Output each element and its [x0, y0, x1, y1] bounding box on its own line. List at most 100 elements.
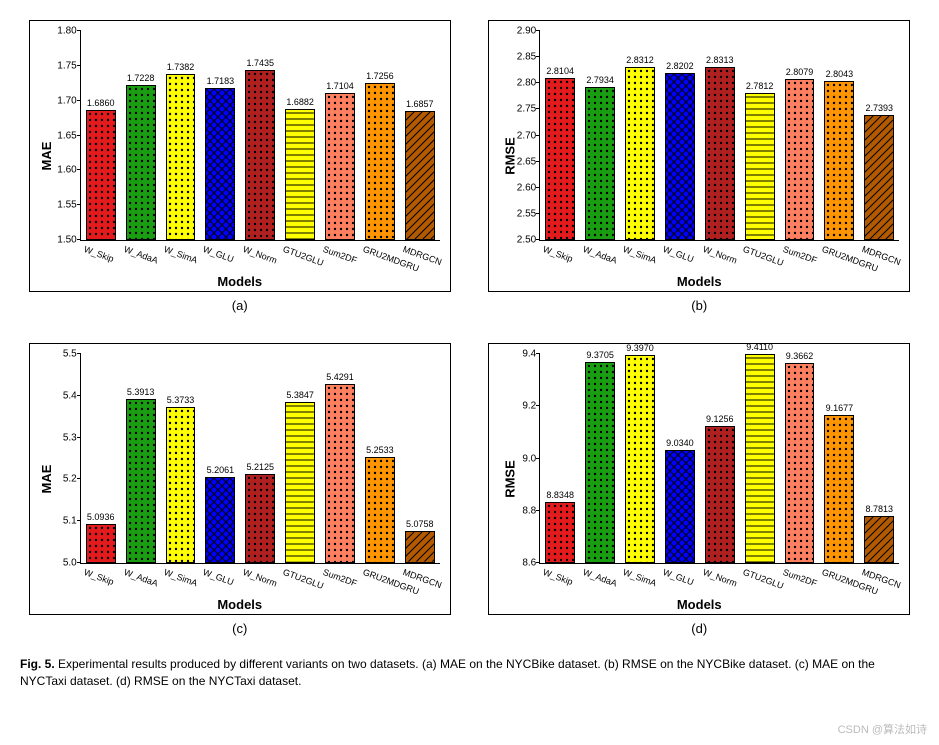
x-axis-label: Models [217, 597, 262, 612]
y-tick: 1.80 [57, 26, 80, 37]
bar [126, 399, 156, 563]
y-tick: 2.60 [517, 182, 540, 193]
chart-box: MAEModels1.501.551.601.651.701.751.801.6… [29, 20, 451, 292]
chart-panel-d: RMSE Models 8.68.89.09.29.48.8348W_Skip9.3… [480, 343, 920, 636]
bar [325, 93, 355, 240]
chart-box: RMSE Models 2.502.552.602.652.702.752.802.… [488, 20, 910, 292]
y-tick: 2.75 [517, 104, 540, 115]
bar [166, 407, 196, 563]
bar [365, 457, 395, 563]
bar-value-label: 1.7382 [167, 62, 195, 72]
bar-value-label: 5.3847 [286, 390, 314, 400]
y-tick: 5.1 [63, 516, 81, 527]
x-tick: W_SimA [622, 244, 658, 265]
bar [245, 70, 275, 240]
chart-box: MAE Models 5.05.15.25.35.45.55.0936W_Skip5… [29, 343, 451, 615]
y-axis-label: MAE [39, 142, 54, 171]
bar-value-label: 2.8043 [826, 69, 854, 79]
bar-value-label: 9.4110 [746, 342, 773, 352]
plot-area: 5.05.15.25.35.45.55.0936W_Skip5.3913W_Ad… [80, 354, 440, 564]
x-tick: GTU2GLU [741, 567, 784, 591]
bar [705, 67, 735, 240]
caption-bold: Fig. 5. [20, 657, 55, 671]
bar [405, 111, 435, 240]
figure-caption: Fig. 5. Experimental results produced by… [20, 656, 919, 690]
x-tick: W_AdaA [122, 244, 159, 266]
x-tick: Sum2DF [322, 244, 359, 266]
bar [864, 516, 894, 563]
x-tick: GTU2GLU [741, 244, 784, 268]
x-tick: W_Norm [242, 567, 279, 589]
bar-value-label: 2.8312 [626, 55, 654, 65]
x-tick: W_SimA [162, 244, 198, 265]
bar-value-label: 2.8202 [666, 61, 694, 71]
bar-value-label: 5.2125 [246, 462, 274, 472]
bar-value-label: 5.3913 [127, 387, 155, 397]
bar-value-label: 5.4291 [326, 372, 354, 382]
x-tick: W_AdaA [582, 567, 619, 589]
y-tick: 5.5 [63, 349, 81, 360]
bar-value-label: 2.8079 [786, 67, 814, 77]
plot-area: 2.502.552.602.652.702.752.802.852.902.81… [539, 31, 899, 241]
y-tick: 8.6 [522, 558, 540, 569]
x-axis-label: Models [677, 597, 722, 612]
y-tick: 1.70 [57, 95, 80, 106]
y-tick: 5.0 [63, 558, 81, 569]
chart-box: RMSE Models 8.68.89.09.29.48.8348W_Skip9.3… [488, 343, 910, 615]
x-tick: W_Norm [242, 244, 279, 266]
y-axis-label: RMSE [503, 137, 518, 175]
bar-value-label: 9.1677 [826, 403, 854, 413]
y-tick: 2.80 [517, 78, 540, 89]
x-tick: W_GLU [202, 567, 236, 587]
chart-panel-b: RMSE Models 2.502.552.602.652.702.752.802.… [480, 20, 920, 313]
bar [785, 79, 815, 240]
x-tick: W_Skip [82, 244, 115, 264]
bar [365, 83, 395, 240]
bar-value-label: 9.3970 [626, 343, 654, 353]
bar-value-label: 1.7256 [366, 71, 394, 81]
plot-area: 8.68.89.09.29.48.8348W_Skip9.3705W_AdaA9… [539, 354, 899, 564]
bar-value-label: 2.8104 [546, 66, 574, 76]
bar-value-label: 5.2061 [207, 465, 235, 475]
bar [285, 109, 315, 240]
bar-value-label: 1.6860 [87, 98, 115, 108]
bar [545, 78, 575, 240]
y-tick: 2.50 [517, 235, 540, 246]
y-axis-label: RMSE [503, 460, 518, 498]
x-axis-label: Models [677, 274, 722, 289]
x-tick: Sum2DF [781, 244, 818, 266]
x-tick: GTU2GLU [282, 244, 325, 268]
bar-value-label: 5.2533 [366, 445, 394, 455]
bar-value-label: 2.7934 [586, 75, 614, 85]
x-tick: W_Norm [701, 567, 738, 589]
bar [166, 74, 196, 240]
y-tick: 2.65 [517, 156, 540, 167]
bar-value-label: 2.8313 [706, 55, 734, 65]
x-tick: W_SimA [622, 567, 658, 588]
y-tick: 9.2 [522, 401, 540, 412]
bar [285, 402, 315, 563]
y-tick: 1.50 [57, 235, 80, 246]
bar [625, 355, 655, 563]
bar [86, 110, 116, 240]
bar-value-label: 9.1256 [706, 414, 734, 424]
y-tick: 5.3 [63, 432, 81, 443]
chart-panel-c: MAE Models 5.05.15.25.35.45.55.0936W_Skip5… [20, 343, 460, 636]
bar-value-label: 1.6857 [406, 99, 434, 109]
bar [245, 474, 275, 563]
x-tick: W_AdaA [122, 567, 159, 589]
x-tick: W_AdaA [582, 244, 619, 266]
y-tick: 9.0 [522, 453, 540, 464]
subcaption: (d) [691, 621, 707, 636]
subcaption: (c) [232, 621, 247, 636]
y-tick: 9.4 [522, 349, 540, 360]
bar [325, 384, 355, 563]
y-axis-label: MAE [39, 465, 54, 494]
bar [705, 426, 735, 563]
y-tick: 2.90 [517, 26, 540, 37]
x-tick: W_Skip [542, 244, 575, 264]
bar-value-label: 1.7435 [246, 58, 274, 68]
y-tick: 5.4 [63, 390, 81, 401]
bar [824, 415, 854, 563]
bar-value-label: 5.3733 [167, 395, 195, 405]
